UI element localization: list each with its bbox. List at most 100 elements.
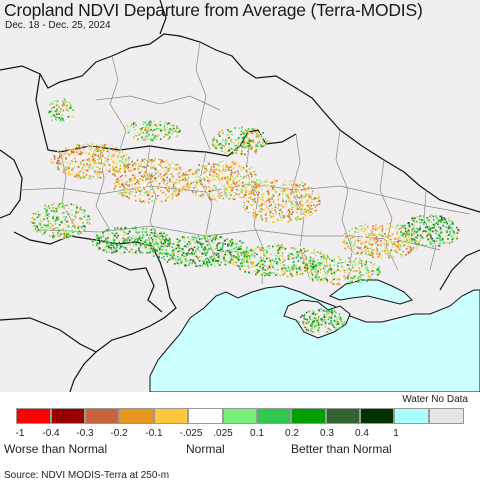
ndvi-pixel (211, 199, 213, 201)
ndvi-pixel (148, 201, 150, 204)
ndvi-pixel (285, 205, 287, 208)
ndvi-pixel (122, 182, 125, 184)
ndvi-pixel (172, 254, 174, 257)
ndvi-pixel (237, 265, 239, 267)
ndvi-pixel (350, 280, 352, 282)
ndvi-pixel (39, 213, 41, 215)
ndvi-pixel (56, 100, 58, 103)
ndvi-pixel (354, 231, 356, 233)
ndvi-pixel (44, 208, 46, 210)
ndvi-pixel (201, 195, 204, 198)
ndvi-pixel (61, 221, 63, 224)
ndvi-pixel (251, 266, 253, 268)
ndvi-pixel (281, 255, 284, 257)
ndvi-pixel (193, 246, 196, 248)
ndvi-pixel (158, 185, 161, 188)
ndvi-pixel (105, 237, 107, 240)
ndvi-pixel (279, 204, 282, 207)
ndvi-pixel (93, 151, 95, 153)
ndvi-pixel (259, 143, 261, 145)
ndvi-pixel (148, 179, 150, 181)
ndvi-pixel (278, 218, 281, 220)
ndvi-pixel (176, 256, 179, 258)
ndvi-pixel (258, 179, 261, 182)
ndvi-pixel (177, 173, 180, 176)
ndvi-pixel (348, 267, 350, 270)
ndvi-pixel (323, 271, 325, 273)
ndvi-pixel (448, 220, 451, 222)
ndvi-pixel (243, 150, 245, 152)
ndvi-pixel (129, 190, 131, 193)
ndvi-pixel (323, 319, 326, 321)
ndvi-pixel (363, 249, 365, 252)
ndvi-pixel (330, 311, 333, 313)
ndvi-pixel (102, 146, 104, 148)
sea-of-azov (328, 279, 413, 305)
ndvi-pixel (225, 198, 228, 200)
ndvi-pixel (207, 180, 209, 182)
ndvi-pixel (410, 237, 412, 240)
ndvi-pixel (143, 187, 145, 189)
ndvi-pixel (243, 192, 245, 194)
ndvi-pixel (158, 257, 160, 259)
ndvi-pixel (379, 243, 382, 245)
ndvi-pixel (453, 237, 456, 240)
ndvi-pixel (354, 262, 357, 264)
ndvi-pixel (136, 164, 139, 167)
ndvi-pixel (409, 246, 412, 249)
ndvi-pixel (325, 259, 328, 262)
ndvi-pixel (137, 137, 140, 139)
ndvi-pixel (131, 123, 133, 126)
ndvi-pixel (163, 258, 166, 261)
ndvi-pixel (176, 238, 179, 240)
ndvi-pixel (113, 243, 116, 245)
ndvi-pixel (277, 268, 279, 271)
ndvi-pixel (90, 147, 93, 149)
ndvi-pixel (219, 246, 221, 249)
legend-tick: .025 (213, 428, 233, 439)
ndvi-pixel (260, 272, 263, 274)
ndvi-pixel (144, 121, 147, 124)
ndvi-pixel (224, 177, 226, 180)
ndvi-pixel (331, 314, 333, 316)
ndvi-pixel (338, 283, 341, 286)
ndvi-pixel (312, 265, 315, 268)
ndvi-pixel (121, 228, 123, 231)
ndvi-pixel (412, 225, 415, 227)
ndvi-pixel (198, 164, 200, 166)
ndvi-pixel (153, 129, 156, 131)
ndvi-pixel (183, 173, 185, 176)
ndvi-pixel (265, 274, 268, 276)
ndvi-pixel (233, 182, 235, 185)
ndvi-pixel (254, 130, 257, 133)
ndvi-pixel (245, 251, 247, 254)
ndvi-pixel (272, 259, 274, 262)
ndvi-pixel (228, 166, 231, 169)
ndvi-pixel (282, 200, 284, 202)
ndvi-pixel (122, 251, 125, 254)
ndvi-pixel (237, 137, 239, 140)
ndvi-pixel (443, 221, 445, 224)
ndvi-pixel (308, 316, 311, 318)
ndvi-pixel (301, 259, 304, 261)
ndvi-pixel (302, 321, 305, 323)
ndvi-pixel (142, 120, 145, 123)
ndvi-pixel (308, 202, 310, 205)
ndvi-pixel (310, 330, 312, 332)
ndvi-pixel (197, 246, 200, 249)
ndvi-pixel (261, 271, 263, 273)
ndvi-pixel (237, 259, 240, 261)
ndvi-pixel (264, 184, 266, 186)
ndvi-pixel (67, 154, 69, 156)
ndvi-pixel (266, 252, 268, 255)
ndvi-pixel (431, 238, 434, 240)
ndvi-pixel (196, 247, 199, 250)
ndvi-pixel (164, 183, 166, 186)
ndvi-pixel (371, 249, 374, 251)
ndvi-pixel (158, 128, 160, 130)
ndvi-pixel (281, 213, 283, 216)
ndvi-pixel (368, 241, 370, 243)
ndvi-pixel (168, 239, 171, 241)
ndvi-pixel (449, 230, 451, 233)
ndvi-pixel (110, 242, 112, 245)
